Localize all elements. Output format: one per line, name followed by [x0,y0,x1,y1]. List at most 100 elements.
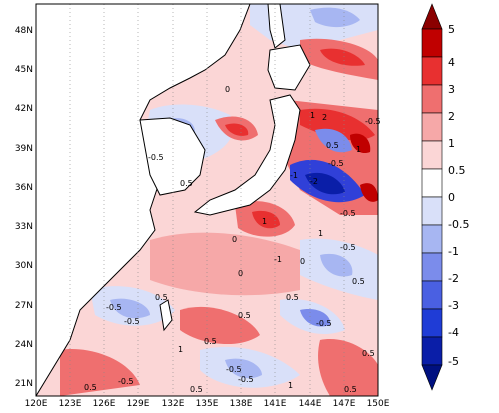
colorbar-panel: 5 4 3 2 1 0.5 0 -0.5 -1 -2 -3 -4 -5 [400,0,499,408]
contour-label: -0.5 [118,377,134,386]
contour-label: 0.5 [180,179,193,188]
contour-label: 0 [300,257,305,266]
colorbar-label: 0 [448,191,455,204]
pos-region-south-japan-core [252,210,280,229]
contour-label: 0.5 [362,349,375,358]
lon-tick-label: 150E [367,399,390,408]
lon-tick-label: 135E [196,399,219,408]
contour-label: 0.5 [155,293,168,302]
contour-label: 1 [262,217,267,226]
contour-label: 0.5 [286,293,299,302]
korean-peninsula [139,117,206,196]
lat-tick-label: 42N [15,104,33,114]
map-panel: 1 2 -0.5 0 -0.5 0.5 0.5 1 -1 -2 -0.5 -0.… [15,3,390,409]
lon-tick-label: 129E [127,399,150,408]
contour-label: -0.5 [226,365,242,374]
lon-tick-label: 141E [264,399,287,408]
japan-hokkaido [267,44,311,91]
colorbar-segment [421,112,443,142]
lat-tick-label: 39N [15,144,33,154]
colorbar-segment [421,364,443,391]
contour-label: 1 [318,229,323,238]
contour-label: -0.5 [340,209,356,218]
contour-label: 1 [178,345,183,354]
colorbar-label: 1 [448,137,455,150]
lon-tick-label: 126E [93,399,116,408]
lat-tick-label: 48N [15,26,33,36]
colorbar-segment [421,336,443,366]
colorbar-segment [421,196,443,226]
contour-label: 0.5 [326,141,339,150]
neg-region-east-mid-core [320,253,353,277]
colorbar-segment [421,308,443,338]
lon-tick-label: 144E [299,399,322,408]
pos-region-soj-east-core [225,123,249,136]
colorbar-label: -2 [448,272,459,285]
contour-label: 0.5 [204,337,217,346]
pos-region-south-central [180,306,260,345]
colorbar-label: 2 [448,110,455,123]
colorbar: 5 4 3 2 1 0.5 0 -0.5 -1 -2 -3 -4 -5 [421,3,469,391]
colorbar-segment [421,140,443,170]
japan-honshu [193,94,301,216]
map-svg: 1 2 -0.5 0 -0.5 0.5 0.5 1 -1 -2 -0.5 -0.… [15,3,390,409]
neg-region-se-core [300,309,331,327]
neg-region-ke-mid [315,128,352,153]
contour-label: 0.5 [190,385,203,394]
colorbar-label: 3 [448,83,455,96]
lon-tick-label: 147E [333,399,356,408]
contour-label: -0.5 [328,159,344,168]
lat-tick-label: 36N [15,183,33,193]
pos-region-sw-corner [60,349,140,396]
contour-label: -0.5 [365,117,381,126]
colorbar-label: -4 [448,326,459,339]
lon-tick-label: 120E [25,399,48,408]
contour-label: -0.5 [124,317,140,326]
contour-label: -1 [290,171,298,180]
contour-label: 0 [225,85,230,94]
colorbar-label: 0.5 [448,164,466,177]
colorbar-labels: 5 4 3 2 1 0.5 0 -0.5 -1 -2 -3 -4 -5 [448,23,469,368]
graticule [69,4,345,396]
neg-region-sw-core [110,298,150,319]
contour-label: 0.5 [238,311,251,320]
pos-region-ke-east-core [360,183,378,202]
colorbar-segment [421,280,443,310]
colorbar-segment [421,84,443,114]
lat-tick-label: 24N [15,340,33,350]
land [36,4,311,396]
lat-tick-label: 21N [15,379,33,389]
contour-label: 0.5 [84,383,97,392]
contour-label: 0.5 [344,385,357,394]
pos-region-mid-basin [150,232,300,296]
neg-region-ke-core [305,172,345,195]
lon-tick-label: 138E [230,399,253,408]
x-axis: 120E 123E 126E 129E 132E 135E 138E 141E … [25,399,390,409]
y-axis: 21N 24N 27N 30N 33N 36N 39N 42N 45N 48N [15,26,33,389]
contour-label: 0 [232,235,237,244]
lat-tick-label: 30N [15,261,33,271]
colorbar-label: -5 [448,355,459,368]
colorbar-segments [421,3,443,391]
contour-label: -0.5 [148,153,164,162]
pos-region-se-corner [318,339,378,396]
colorbar-label: 5 [448,23,455,36]
lat-tick-label: 27N [15,301,33,311]
neg-region-north-core [310,7,360,28]
taiwan [159,299,173,332]
sakhalin [267,4,286,49]
colorbar-label: 4 [448,56,455,69]
lon-tick-label: 123E [59,399,82,408]
lon-tick-label: 132E [162,399,185,408]
colorbar-segment [421,224,443,254]
contour-labels: 1 2 -0.5 0 -0.5 0.5 0.5 1 -1 -2 -0.5 -0.… [84,85,381,394]
contour-label: 1 [288,381,293,390]
contour-label: -0.5 [238,375,254,384]
contour-label: -0.5 [316,319,332,328]
lat-tick-label: 33N [15,222,33,232]
colorbar-label: -3 [448,299,459,312]
contour-label: -0.5 [106,303,122,312]
colorbar-segment [421,56,443,86]
lat-tick-label: 45N [15,65,33,75]
contour-label: 1 [356,145,361,154]
